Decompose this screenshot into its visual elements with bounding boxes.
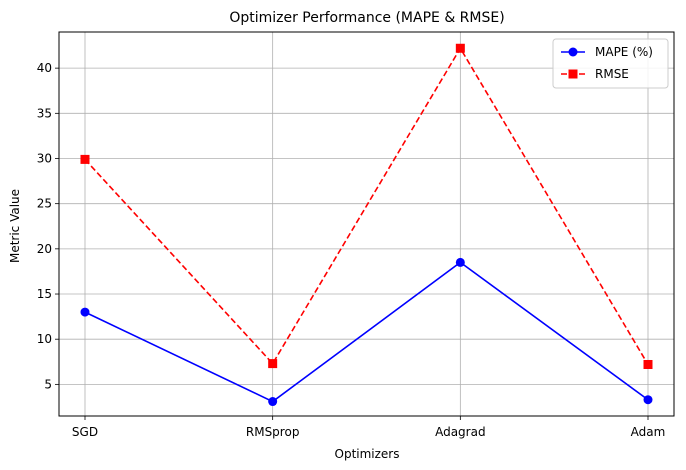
y-axis-ticks: 5 10 15 20 25 30 35 40 — [37, 61, 59, 391]
y-tick-label: 25 — [37, 197, 52, 211]
legend-label: MAPE (%) — [595, 45, 653, 59]
plot-frame — [58, 31, 675, 417]
x-tick-label: Adagrad — [435, 425, 486, 439]
chart-title: Optimizer Performance (MAPE & RMSE) — [229, 10, 504, 26]
y-tick-label: 20 — [37, 242, 52, 256]
series-rmse — [80, 43, 653, 369]
series-layer — [80, 43, 653, 407]
y-axis-label: Metric Value — [8, 189, 22, 263]
legend-label: RMSE — [595, 67, 629, 81]
data-point — [643, 359, 653, 369]
series-line — [84, 261, 649, 403]
x-tick-label: RMSprop — [246, 425, 300, 439]
x-tick-label: SGD — [72, 425, 98, 439]
y-tick-label: 15 — [37, 287, 52, 301]
y-tick-label: 5 — [44, 377, 52, 391]
series-line — [84, 46, 649, 365]
x-axis-label: Optimizers — [335, 447, 400, 461]
data-point — [455, 43, 465, 53]
data-point — [643, 395, 653, 405]
data-point — [268, 397, 278, 407]
y-tick-label: 40 — [37, 61, 52, 75]
x-tick-label: Adam — [631, 425, 666, 439]
legend-swatch-marker — [568, 69, 578, 79]
data-point — [268, 359, 278, 369]
y-tick-label: 30 — [37, 151, 52, 165]
y-tick-label: 10 — [37, 332, 52, 346]
data-point — [455, 257, 465, 267]
y-tick-label: 35 — [37, 106, 52, 120]
grid — [59, 32, 674, 416]
x-axis-ticks: SGD RMSprop Adagrad Adam — [72, 416, 665, 439]
data-point — [80, 154, 90, 164]
legend-swatch-marker — [568, 47, 578, 57]
series-mape — [80, 257, 653, 407]
data-point — [80, 307, 90, 317]
legend: MAPE (%) RMSE — [552, 38, 669, 89]
